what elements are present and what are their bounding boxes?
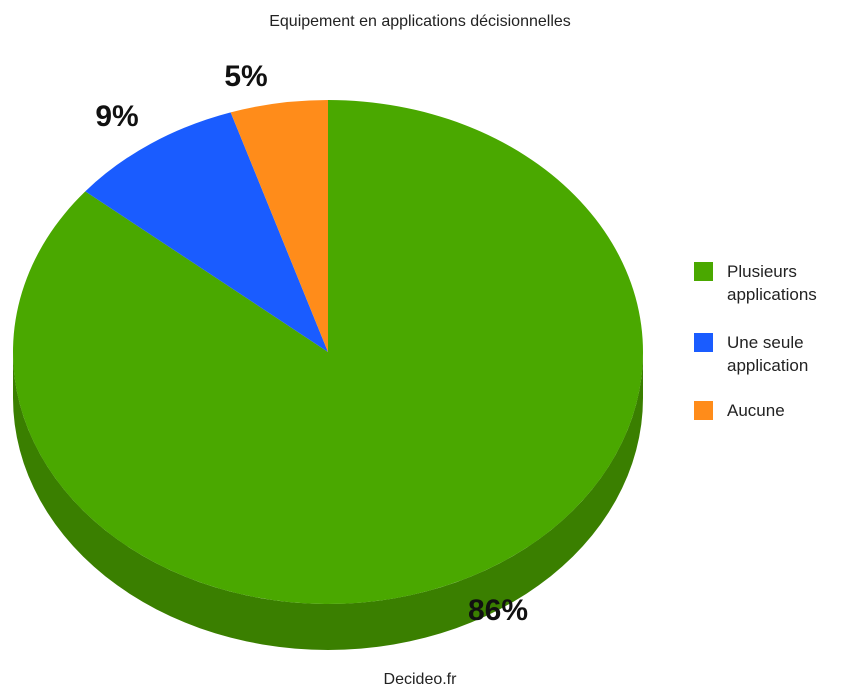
pie-group [12,100,644,650]
legend-swatch-1 [694,333,713,352]
legend-swatch-0 [694,262,713,281]
legend-label-0-1: applications [727,285,817,304]
legend-swatch-2 [694,401,713,420]
legend-label-1-0: Une seule [727,333,804,352]
pie-slice-2 [230,100,328,352]
chart-title: Equipement en applications décisionnelle… [269,13,571,30]
pie-side-0 [13,352,643,650]
legend-label-1-1: application [727,356,808,375]
data-labels: 86% 9% 5% [95,60,528,627]
pie-slice-1 [85,112,328,352]
legend: Plusieurs applications Une seule applicatio… [694,262,817,420]
legend-label-2-0: Aucune [727,401,785,420]
data-label-2: 5% [224,60,267,93]
source-label: Decideo.fr [384,671,458,688]
data-label-1: 9% [95,100,138,133]
legend-label-0-0: Plusieurs [727,262,797,281]
data-label-0: 86% [468,594,528,627]
